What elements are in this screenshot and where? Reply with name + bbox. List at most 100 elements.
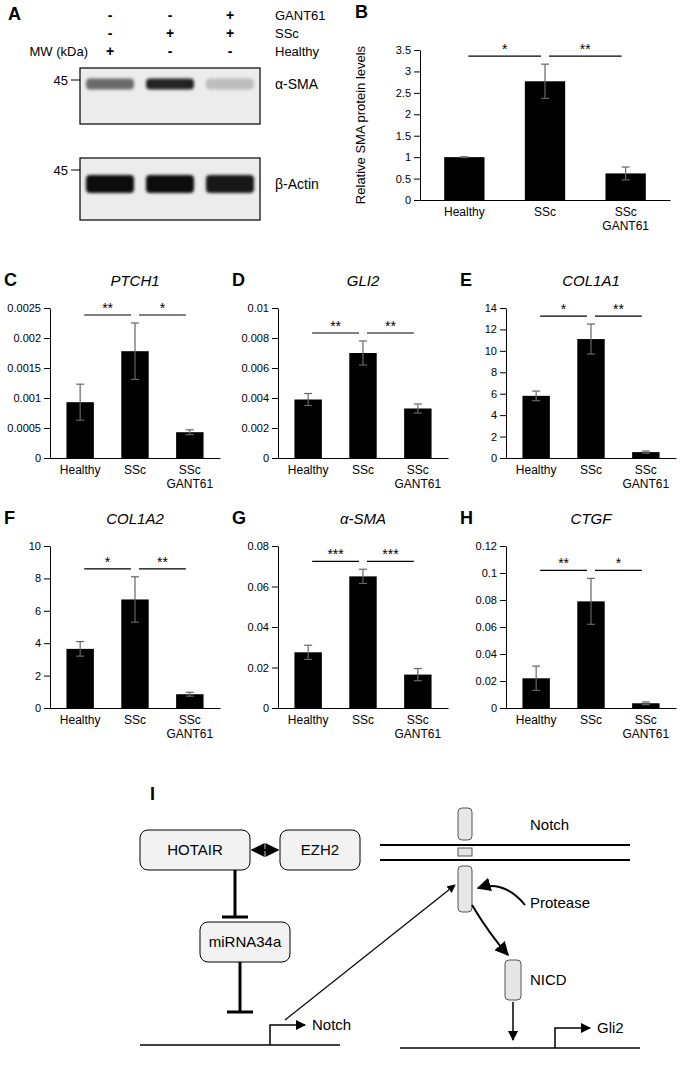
y-tick-label: 4: [35, 637, 41, 649]
error-stem: [134, 323, 135, 379]
x-tick-label: SScGANT61: [622, 713, 669, 741]
significance-stars: **: [580, 41, 591, 57]
x-axis-line: [51, 458, 221, 459]
y-tick-label: 0.5: [396, 173, 411, 185]
x-tick-label: SSc: [534, 205, 556, 219]
x-tick: SSc: [580, 713, 602, 727]
error-cap: [460, 156, 468, 157]
protease-arrow: [478, 886, 525, 905]
x-tick-label: SScGANT61: [394, 713, 441, 741]
chart-title: CTGF: [571, 510, 613, 527]
y-tick: 0.1: [482, 567, 506, 579]
y-tick-label: 2: [35, 670, 41, 682]
x-tick-label: SSc: [580, 463, 602, 477]
y-tick: 3.5: [396, 44, 420, 56]
error-cap: [76, 384, 84, 385]
y-tick-label: 1.5: [396, 130, 411, 142]
x-tick: SSc: [580, 463, 602, 477]
error-cap: [642, 701, 650, 702]
error-stem: [590, 578, 591, 624]
y-axis-line: [50, 309, 51, 459]
condition-sign: -: [108, 7, 113, 23]
significance-stars: **: [613, 301, 624, 317]
y-tick-mark: [44, 398, 50, 399]
y-axis-line: [506, 547, 507, 709]
error-cap: [460, 157, 468, 158]
y-tick: 0.08: [476, 594, 506, 606]
y-tick-label: 0.04: [476, 648, 497, 660]
error-cap: [359, 583, 367, 584]
x-axis-line: [279, 708, 449, 709]
error-bar: [359, 341, 367, 365]
y-tick-label: 0.006: [241, 362, 269, 374]
y-tick-mark: [500, 351, 506, 352]
y-tick-label: 0.002: [13, 332, 41, 344]
error-bar: [186, 692, 194, 696]
y-tick-label: 0.04: [248, 621, 269, 633]
node-box: [280, 830, 360, 870]
error-bar: [131, 323, 139, 379]
y-tick-label: 0.02: [476, 675, 497, 687]
panel-label: I: [150, 784, 155, 804]
x-tick-label: Healthy: [60, 713, 101, 727]
y-tick: 0.002: [13, 332, 50, 344]
y-tick-mark: [500, 708, 506, 709]
condition-sign: +: [166, 25, 174, 41]
error-cap: [541, 64, 549, 65]
y-tick-mark: [44, 643, 50, 644]
y-axis-line: [278, 309, 279, 459]
x-tick: Healthy: [288, 713, 329, 727]
significance-stars: *: [160, 300, 166, 316]
receptor: [458, 848, 472, 856]
y-tick-label: 0: [35, 452, 41, 464]
x-tick-label: Healthy: [60, 463, 101, 477]
x-tick: SScGANT61: [394, 463, 441, 491]
mw-label: MW (kDa): [30, 44, 89, 59]
error-cap: [359, 569, 367, 570]
marks: [66, 323, 203, 458]
error-cap: [131, 322, 139, 323]
marker-tick: [71, 170, 80, 171]
error-bar: [304, 645, 312, 659]
x-axis-line: [51, 708, 221, 709]
y-tick-mark: [500, 372, 506, 373]
significance-stars: **: [157, 554, 168, 570]
x-tick-label: SScGANT61: [166, 713, 213, 741]
error-cap: [304, 393, 312, 394]
error-bar: [414, 669, 422, 681]
y-tick-mark: [272, 708, 278, 709]
error-cap: [532, 690, 540, 691]
x-axis: HealthySScSScGANT61: [51, 709, 221, 741]
y-tick: 1: [405, 151, 420, 163]
error-cap: [414, 412, 422, 413]
bar: [404, 409, 431, 459]
x-tick-label: Healthy: [516, 713, 557, 727]
y-tick-mark: [44, 546, 50, 547]
y-tick-label: 0: [491, 452, 497, 464]
error-bar: [587, 324, 595, 354]
bar-panel: D00.0020.0040.0060.0080.01HealthySScSScG…: [232, 270, 449, 491]
x-axis-line: [507, 458, 677, 459]
y-axis: 00.0020.0040.0060.0080.01: [241, 302, 278, 464]
condition-label: GANT61: [275, 8, 326, 23]
significance-stars: *: [105, 554, 111, 570]
y-tick: 0.0015: [7, 362, 50, 374]
y-tick: 2: [491, 431, 506, 443]
marks: [294, 569, 431, 708]
y-tick: 0: [263, 452, 278, 464]
y-tick-mark: [44, 676, 50, 677]
error-bar: [622, 167, 630, 180]
y-tick-mark: [44, 308, 50, 309]
y-tick-mark: [44, 578, 50, 579]
error-cap: [541, 98, 549, 99]
error-stem: [362, 341, 363, 365]
error-cap: [414, 680, 422, 681]
y-tick: 0.12: [476, 540, 506, 552]
x-tick-label: Healthy: [444, 205, 485, 219]
error-bar: [304, 394, 312, 406]
marks: [522, 578, 659, 708]
error-cap: [186, 696, 194, 697]
x-tick: Healthy: [516, 463, 557, 477]
chart-title: PTCH1: [110, 272, 159, 289]
x-tick: Healthy: [60, 463, 101, 477]
